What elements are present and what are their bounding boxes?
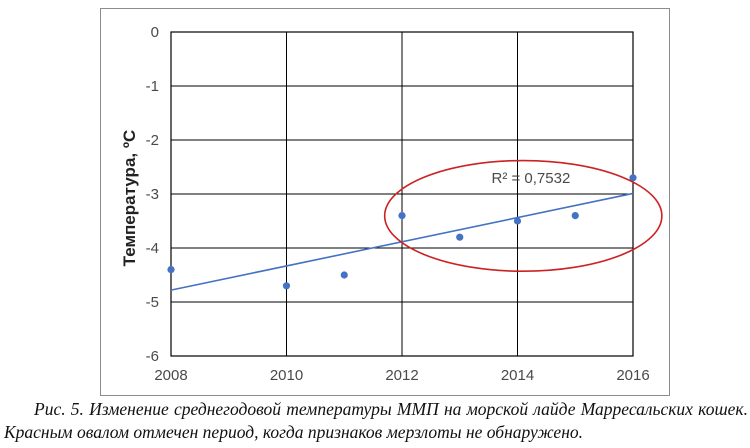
y-tick-label: -5 [146, 294, 159, 311]
y-tick-label: -2 [146, 132, 159, 149]
x-tick-label: 2016 [616, 367, 649, 384]
data-point [340, 271, 348, 279]
x-tick-label: 2008 [154, 367, 187, 384]
x-tick-label: 2014 [501, 367, 534, 384]
r-squared-label: R² = 0,7532 [492, 170, 571, 187]
data-point [456, 233, 464, 241]
data-point [513, 217, 522, 225]
y-tick-label: -3 [146, 186, 159, 203]
y-tick-label: 0 [151, 24, 159, 41]
highlight-ellipse [383, 159, 663, 273]
data-point [571, 212, 579, 220]
y-tick-label: -6 [146, 348, 159, 365]
data-point [398, 212, 406, 220]
data-point [167, 266, 175, 274]
y-tick-label: -1 [146, 78, 159, 95]
data-point [282, 282, 291, 290]
data-point [629, 174, 637, 182]
figure-caption: Рис. 5. Изменение среднегодовой температ… [4, 399, 748, 442]
temperature-scatter-chart: 0 -1 -2 -3 -4 -5 -6 2008 2010 2012 2014 2016 Темпера… [120, 24, 663, 384]
y-tick-label: -4 [146, 240, 159, 257]
y-axis-title: Температура, ºС [120, 130, 139, 267]
chart-frame: 0 -1 -2 -3 -4 -5 -6 2008 2010 2012 2014 2016 Темпера… [100, 8, 670, 396]
x-tick-label: 2010 [270, 367, 303, 384]
x-tick-label: 2012 [385, 367, 418, 384]
